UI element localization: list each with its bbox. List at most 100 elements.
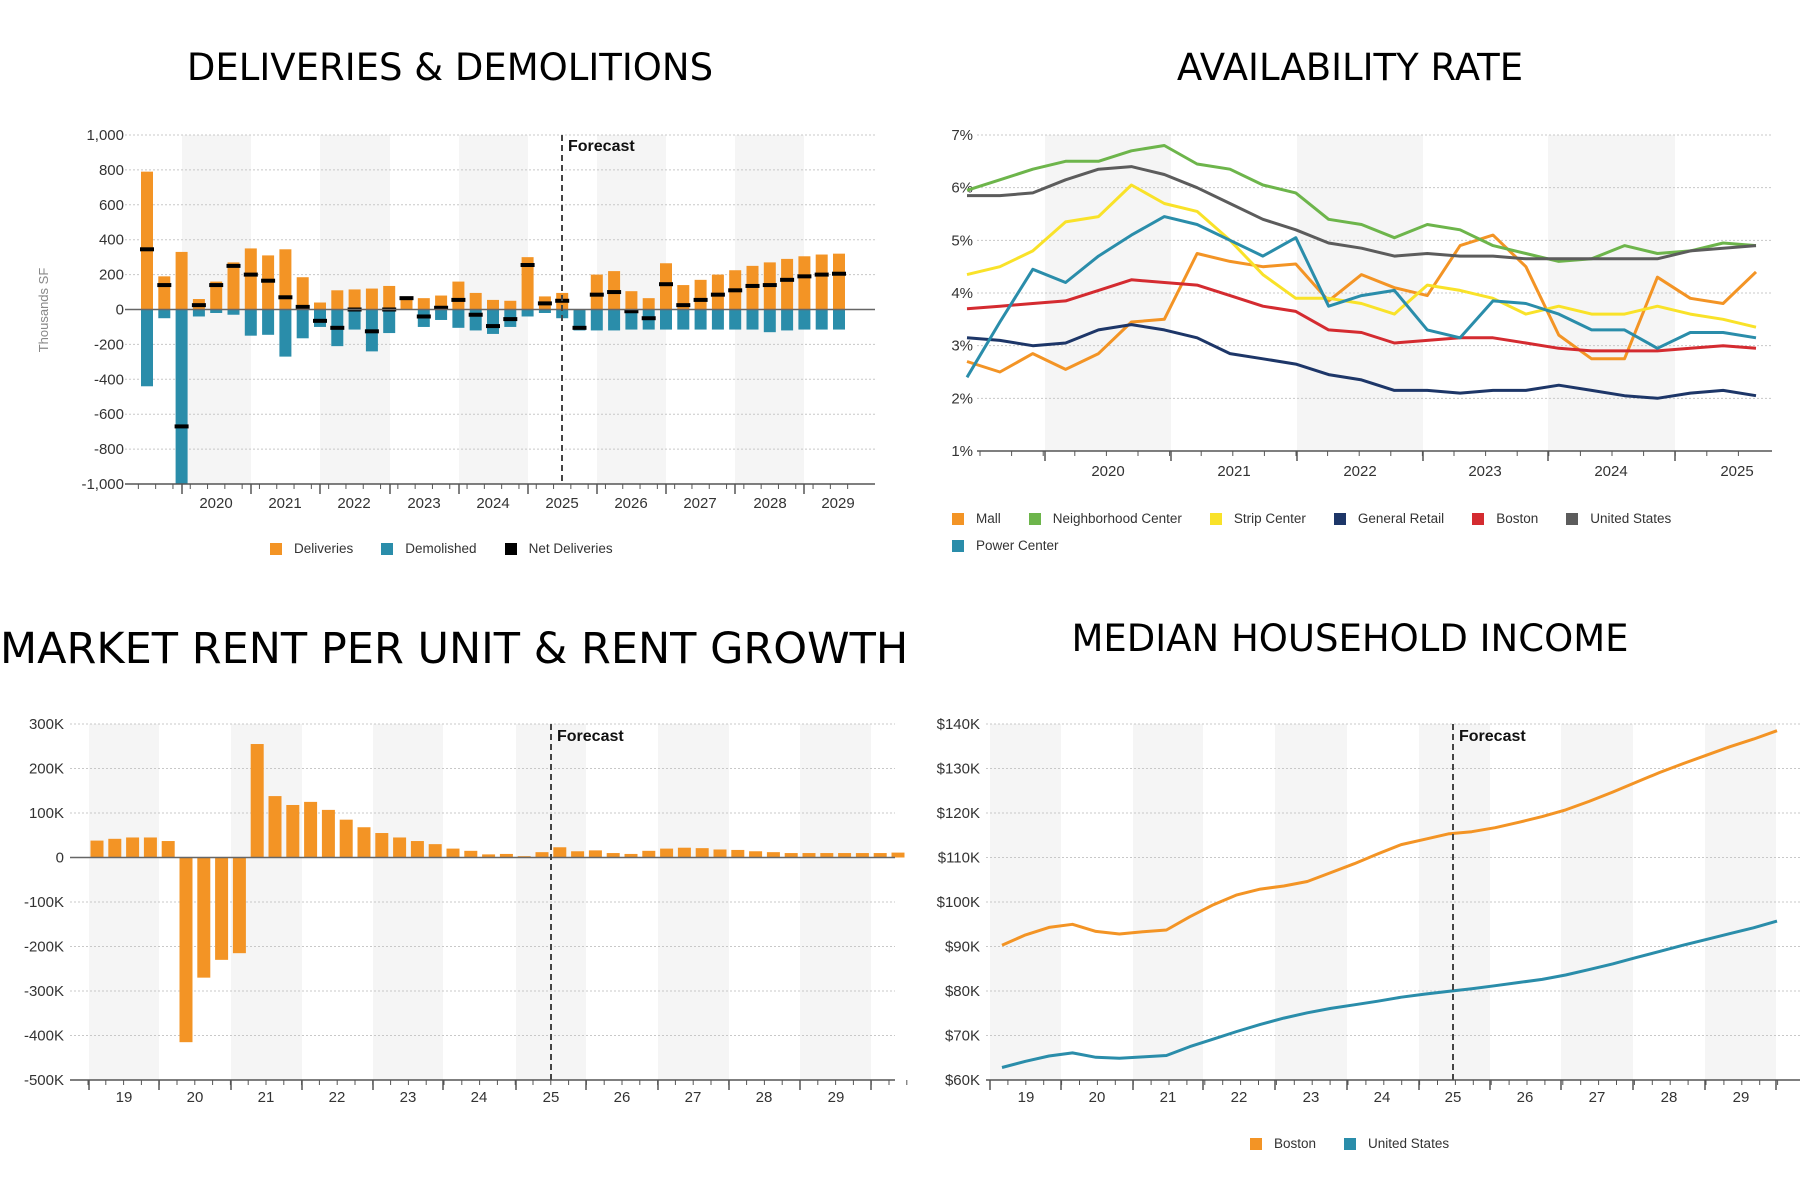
y-tick-label: 1,000	[86, 127, 124, 144]
y-tick-label: 200	[99, 267, 124, 284]
demolished-bar	[781, 309, 794, 331]
deliveries-bar	[590, 274, 603, 310]
net-deliveries-marker	[728, 288, 743, 293]
net-deliveries-marker	[191, 303, 206, 308]
legend-item[interactable]: United States	[1566, 511, 1671, 526]
net-deliveries-marker	[295, 304, 310, 309]
deliveries-bar	[452, 281, 465, 310]
legend-label: General Retail	[1357, 511, 1445, 526]
legend-item[interactable]: General Retail	[1333, 511, 1445, 526]
rent-bar	[250, 744, 264, 858]
y-tick-label: -1,000	[81, 476, 124, 493]
y-tick-label: -400	[94, 371, 124, 388]
legend-item[interactable]: United States	[1344, 1136, 1449, 1151]
x-tick-label: 24	[1374, 1089, 1391, 1106]
y-tick-label: 3%	[951, 338, 973, 355]
net-deliveries-marker	[503, 317, 518, 322]
x-tick-label: 26	[1517, 1089, 1534, 1106]
deliveries-bar	[331, 290, 344, 310]
x-tick-label: 2024	[476, 495, 509, 512]
rent-bar	[731, 849, 745, 858]
chart-title: DELIVERIES & DEMOLITIONS	[186, 46, 714, 89]
y-tick-label: 200K	[29, 761, 64, 778]
legend-label: Power Center	[976, 538, 1059, 553]
rent-bar	[179, 857, 193, 1043]
rent-panel: MARKET RENT PER UNIT & RENT GROWTH 300K 2…	[0, 600, 908, 1200]
legend-item[interactable]: Strip Center	[1209, 511, 1306, 526]
rent-bar	[304, 801, 318, 858]
legend-swatch	[1472, 512, 1485, 525]
rent-bar	[642, 850, 656, 858]
y-tick-label: $110K	[938, 850, 980, 867]
deliveries-panel: DELIVERIES & DEMOLITIONS 1,000 800 600 400 2…	[0, 0, 900, 600]
net-deliveries-marker	[607, 290, 622, 295]
demolished-bar	[590, 309, 603, 331]
net-deliveries-marker	[676, 303, 691, 308]
net-deliveries-marker	[814, 272, 829, 277]
deliveries-bar	[417, 298, 430, 310]
x-tick-label: 2027	[683, 495, 716, 512]
net-deliveries-marker	[572, 325, 587, 330]
legend-label: United States	[1368, 1136, 1450, 1151]
rent-bar	[873, 853, 887, 858]
legend-item[interactable]: Demolished	[381, 541, 477, 556]
net-deliveries-marker	[762, 283, 777, 288]
deliveries-bar	[158, 276, 171, 310]
y-tick-label: $90K	[945, 939, 980, 956]
x-tick-label: 19	[116, 1089, 133, 1106]
legend-swatch	[1028, 512, 1041, 525]
deliveries-chart: 1,000 800 600 400 200 0 -200 -400 -600 -800 -1,000…	[36, 127, 875, 512]
demolished-bar	[469, 309, 482, 331]
net-deliveries-marker	[209, 283, 224, 288]
availability-legend: Mall Neighborhood Center Strip Center Gener…	[952, 511, 1772, 565]
deliveries-bar	[660, 263, 672, 310]
legend-label: Mall	[976, 511, 1001, 526]
legend-item[interactable]: Net Deliveries	[504, 541, 613, 556]
net-deliveries-marker	[641, 316, 656, 321]
deliveries-bar	[296, 277, 309, 310]
y-tick-label: 800	[99, 162, 124, 179]
y-tick-label: -800	[94, 441, 124, 458]
rent-bar	[232, 857, 246, 954]
legend-item[interactable]: Mall	[952, 511, 1001, 526]
demolished-bar	[192, 309, 205, 317]
legend-item[interactable]: Power Center	[952, 538, 1059, 553]
net-deliveries-marker	[364, 329, 379, 334]
forecast-label: Forecast	[557, 728, 624, 745]
demolished-bar	[694, 309, 707, 330]
y-tick-label: -200K	[24, 939, 64, 956]
rent-bar	[571, 851, 585, 858]
rent-bar	[464, 850, 478, 858]
demolished-bar	[210, 309, 223, 313]
rent-bar	[499, 853, 513, 858]
legend-item[interactable]: Boston	[1472, 511, 1538, 526]
net-deliveries-marker	[780, 277, 795, 282]
deliveries-bar	[798, 256, 811, 310]
year-band	[1705, 724, 1776, 1080]
net-deliveries-marker	[797, 274, 812, 279]
net-deliveries-marker	[693, 297, 708, 302]
demolished-bar	[573, 309, 586, 331]
series-line	[1001, 729, 1778, 947]
net-deliveries-marker	[589, 292, 604, 297]
income-legend: Boston United States	[1250, 1136, 1477, 1163]
legend-item[interactable]: Boston	[1250, 1136, 1316, 1151]
y-tick-label: 1%	[951, 443, 973, 460]
demolished-bar	[815, 309, 828, 330]
chart-title: MEDIAN HOUSEHOLD INCOME	[1071, 617, 1629, 660]
legend-item[interactable]: Neighborhood Center	[1028, 511, 1182, 526]
x-tick-label: 2025	[1720, 463, 1753, 480]
net-deliveries-marker	[745, 283, 760, 288]
x-tick-label: 22	[1231, 1089, 1248, 1106]
year-band	[658, 724, 729, 1080]
demolished-bar	[435, 309, 448, 320]
x-tick-label: 2023	[407, 495, 440, 512]
legend-item[interactable]: Deliveries	[270, 541, 353, 556]
rent-bar	[606, 853, 620, 858]
x-tick-label: 21	[258, 1089, 275, 1106]
x-tick-label: 2020	[1091, 463, 1124, 480]
deliveries-bar	[400, 297, 413, 310]
x-tick-label: 20	[1089, 1089, 1106, 1106]
deliveries-bar	[227, 262, 240, 310]
x-tick-label: 21	[1160, 1089, 1177, 1106]
